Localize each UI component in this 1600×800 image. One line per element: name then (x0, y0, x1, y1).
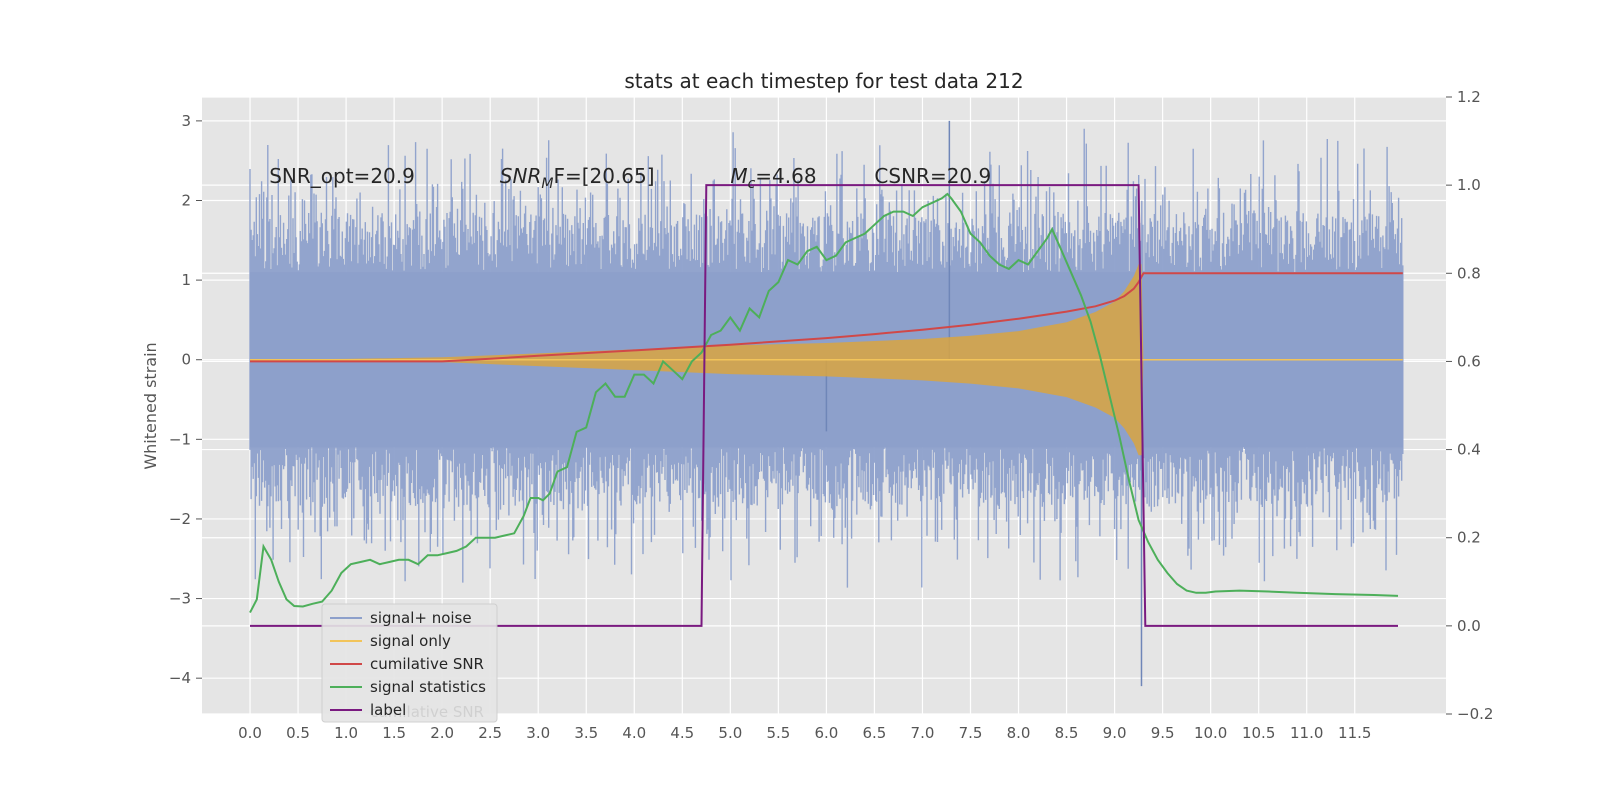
y-right-tick-label: 1.0 (1457, 176, 1481, 194)
y-right-tick-label: 0.6 (1457, 352, 1481, 370)
x-tick-label: 6.5 (863, 724, 887, 742)
label-line (250, 184, 1398, 627)
y-tick-label: −2 (169, 510, 191, 528)
x-tick-label: 10.0 (1194, 724, 1227, 742)
x-tick-label: 3.5 (574, 724, 598, 742)
y-right-tick-label: 0.0 (1457, 617, 1481, 635)
annotations: SNR_opt=20.9 SNRMF=[20.65] Mc=4.68 CSNR=20.… (269, 164, 991, 192)
axes: 0.0 0.5 1.0 1.5 2.0 2.5 3.0 3.5 4.0 4.5 5.0 5.5 6.0 6… (169, 88, 1494, 742)
annotation-subscript: c (748, 176, 756, 192)
legend-label: signal statistics (370, 678, 486, 696)
x-tick-label: 1.5 (382, 724, 406, 742)
x-tick-label: 9.0 (1103, 724, 1127, 742)
x-tick-label: 9.5 (1151, 724, 1175, 742)
x-tick-label: 5.0 (718, 724, 742, 742)
y-tick-label: −3 (169, 590, 191, 608)
y-right-tick-label: 0.4 (1457, 441, 1481, 459)
annotation-main: CSNR=20.9 (874, 164, 991, 188)
x-tick-label: 11.5 (1338, 724, 1371, 742)
signal-statistics-line (249, 192, 1399, 614)
line-series (249, 184, 1403, 627)
x-tick-label: 5.5 (766, 724, 790, 742)
y-right-tick-label: −0.2 (1457, 705, 1493, 723)
y-tick-label: 2 (181, 191, 191, 209)
annotation-suffix: =4.68 (755, 164, 816, 188)
y-tick-label: 3 (181, 112, 191, 130)
x-tick-label: 2.0 (430, 724, 454, 742)
x-tick-label: 0.5 (286, 724, 310, 742)
annotation-main: SNR (500, 164, 542, 188)
legend-label: label (370, 701, 406, 719)
chart-title: stats at each timestep for test data 212 (624, 69, 1023, 93)
x-tick-label: 0.0 (238, 724, 262, 742)
signal-only-series (250, 264, 1403, 456)
x-tick-label: 1.0 (334, 724, 358, 742)
x-tick-label: 3.0 (526, 724, 550, 742)
y-right-tick-label: 1.2 (1457, 88, 1481, 106)
legend-label: signal only (370, 632, 451, 650)
annotation-text: SNR_opt=20.9 (269, 164, 415, 188)
annotation-subscript: M (541, 176, 553, 192)
y-axis-label: Whitened strain (141, 342, 160, 469)
annotation-text: CSNR=20.9 (874, 164, 991, 188)
y-tick-label: 1 (181, 271, 191, 289)
legend-label: signal+ noise (370, 609, 472, 627)
y-tick-label: −1 (169, 430, 191, 448)
x-tick-label: 8.5 (1055, 724, 1079, 742)
x-tick-label: 11.0 (1290, 724, 1323, 742)
annotation-main: SNR_opt=20.9 (269, 164, 415, 188)
y-right-tick-label: 0.2 (1457, 529, 1481, 547)
legend-ghost-text: cumilative SNR (370, 703, 484, 721)
x-tick-label: 7.0 (911, 724, 935, 742)
cumilative-snr-line (250, 272, 1403, 363)
y-tick-label: −4 (169, 669, 191, 687)
annotation-suffix: F=[20.65] (553, 164, 654, 188)
y-right-tick-label: 0.8 (1457, 264, 1481, 282)
x-tick-label: 10.5 (1242, 724, 1275, 742)
annotation-text: SNRMF=[20.65] (500, 164, 655, 192)
x-tick-label: 8.0 (1007, 724, 1031, 742)
legend-label: cumilative SNR (370, 655, 484, 673)
x-tick-label: 4.0 (622, 724, 646, 742)
legend: cumilative SNR signal+ noise signal only cu… (321, 603, 498, 723)
legend-box (321, 603, 498, 723)
x-tick-label: 2.5 (478, 724, 502, 742)
x-tick-label: 7.5 (959, 724, 983, 742)
x-tick-label: 4.5 (670, 724, 694, 742)
y-tick-label: 0 (181, 351, 191, 369)
annotation-main: M (730, 164, 747, 188)
x-tick-label: 6.0 (814, 724, 838, 742)
annotation-text: Mc=4.68 (730, 164, 816, 192)
